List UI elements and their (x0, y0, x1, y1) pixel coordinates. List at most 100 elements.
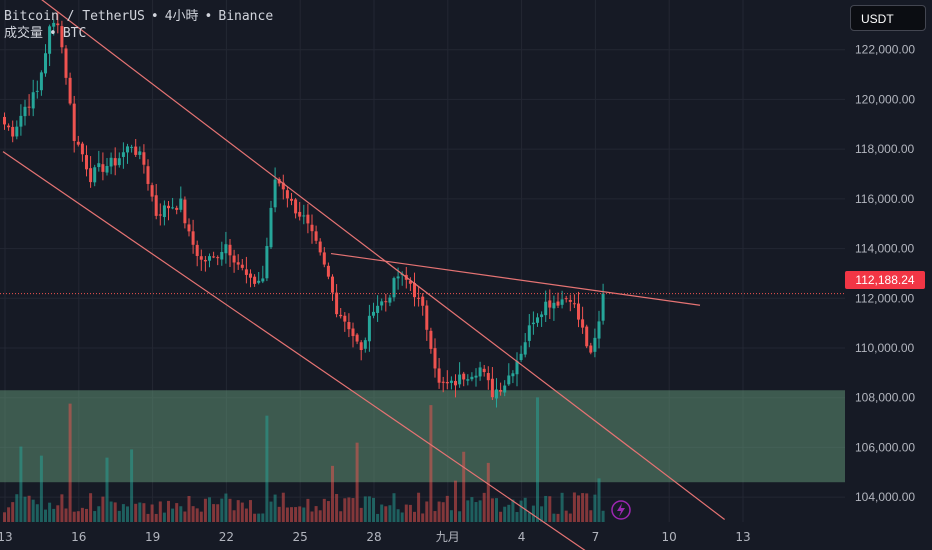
volume-bar (454, 480, 457, 522)
volume-bar (462, 451, 466, 522)
volume-bar (495, 498, 498, 522)
candle-body (19, 115, 23, 127)
volume-bar (117, 510, 121, 522)
volume-bar (19, 446, 23, 522)
candle-body (3, 116, 6, 125)
volume-bar (232, 510, 236, 522)
volume-bar (101, 496, 105, 522)
volume-bar (290, 507, 293, 522)
candle-body (392, 278, 396, 298)
candle-body (560, 299, 564, 305)
volume-bar (589, 510, 593, 522)
legend-asset: BTC (62, 26, 87, 41)
volume-bar (585, 493, 589, 522)
volume-bar (35, 504, 39, 522)
candle-body (577, 303, 580, 320)
volume-bar (52, 508, 56, 522)
volume-bar (11, 502, 15, 522)
trendline (330, 252, 701, 306)
candle-body (171, 207, 175, 209)
time-axis[interactable]: 13 16 19 22 25 28 九月 4 7 10 13 (0, 530, 751, 544)
volume-bar (355, 442, 359, 522)
legend-exchange: Binance (218, 9, 274, 24)
volume-bar (507, 504, 511, 522)
volume-bar (413, 511, 416, 522)
volume-bar (499, 511, 503, 522)
candle-body (482, 368, 486, 373)
volume-bar (536, 397, 539, 522)
candle-body (540, 314, 544, 318)
candle-body (23, 106, 27, 117)
volume-bar (396, 509, 400, 522)
volume-bar (331, 465, 334, 522)
volume-bar (429, 405, 433, 522)
candle-body (191, 231, 195, 245)
volume-bar (577, 495, 580, 522)
candle-body (212, 256, 216, 258)
volume-bar (154, 513, 158, 522)
volume-bar (318, 510, 322, 522)
volume-bar (380, 504, 384, 522)
candle-body (564, 298, 568, 300)
price-tick-label: 120,000.00 (855, 92, 915, 106)
candle-body (187, 224, 191, 232)
volume-bar (392, 493, 396, 522)
volume-bar (7, 507, 11, 522)
trendlines (2, 0, 725, 550)
candle-body (244, 269, 248, 275)
time-tick-label: 7 (592, 530, 600, 544)
candle-body (306, 214, 310, 224)
candle-body (39, 72, 43, 91)
price-axis[interactable]: 122,000.00 120,000.00 118,000.00 116,000.00… (855, 43, 915, 504)
candle-body (126, 146, 129, 153)
candle-body (548, 300, 552, 308)
candle-body (593, 337, 597, 352)
candle-body (433, 348, 437, 369)
candle-body (199, 256, 203, 260)
volume-bar (294, 507, 298, 522)
support-zone (0, 390, 845, 483)
candle-body (572, 303, 576, 305)
time-tick-label: 16 (71, 530, 86, 544)
lightning-icon[interactable] (611, 500, 631, 520)
volume-bar (277, 506, 281, 522)
volume-bar (458, 511, 462, 522)
time-tick-label: 13 (0, 530, 13, 544)
volume-bar (556, 513, 560, 522)
volume-bar (335, 493, 339, 522)
volume-bar (322, 498, 326, 522)
volume-bar (97, 506, 101, 522)
legend-dot: • (49, 26, 57, 41)
candle-body (44, 53, 47, 74)
volume-bar (171, 508, 175, 522)
volume-bar (48, 502, 52, 522)
volume-bar (339, 511, 343, 522)
candle-body (224, 244, 228, 254)
candle-body (121, 152, 125, 157)
volume-bar (89, 493, 93, 522)
volume-bar (240, 502, 244, 522)
candle-body (589, 345, 593, 353)
volume-bar (540, 506, 544, 522)
trendline (41, 0, 725, 520)
volume-bar (503, 506, 507, 522)
volume-bar (228, 498, 232, 522)
candle-body (372, 311, 375, 316)
candle-body (417, 297, 421, 299)
candle-body (265, 246, 269, 279)
volume-bar (343, 498, 347, 522)
volume-bar (601, 510, 605, 522)
volume-bar (76, 511, 80, 522)
volume-bar (72, 511, 76, 522)
volume-bar (376, 513, 380, 522)
candle-body (490, 378, 494, 398)
currency-unit-button[interactable]: USDT (850, 5, 926, 31)
candle-body (318, 241, 322, 253)
candle-body (429, 330, 433, 349)
candle-body (290, 198, 293, 201)
volume-bar (314, 506, 318, 522)
volume-bar (249, 500, 252, 522)
candle-body (117, 158, 121, 166)
volume-bar (27, 495, 31, 522)
